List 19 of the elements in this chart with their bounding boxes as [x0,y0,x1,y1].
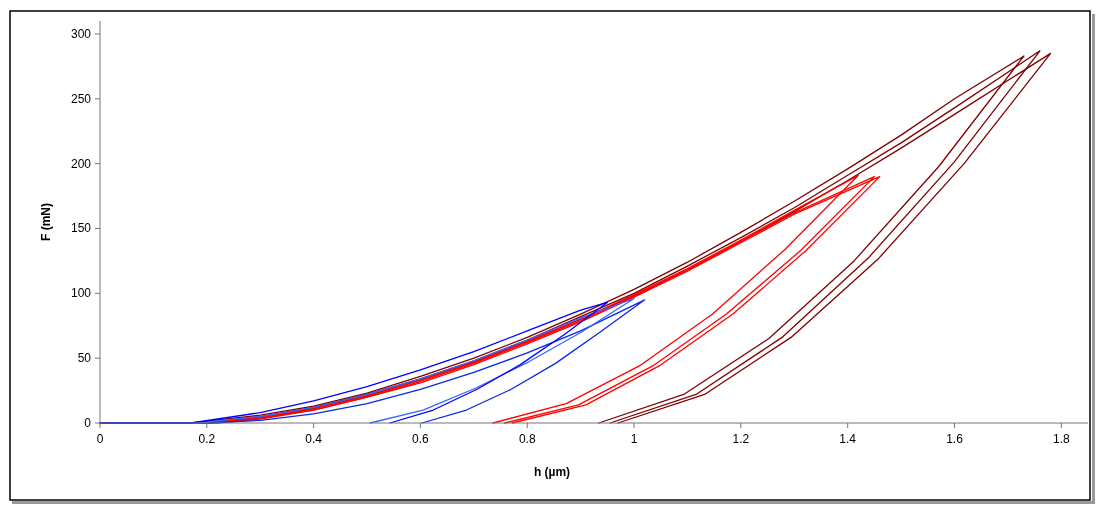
x-tick-label: 1.8 [1052,432,1070,446]
x-tick-label: 0.8 [518,432,536,446]
y-tick-label: 250 [70,91,92,106]
x-axis-title: h (µm) [533,465,571,479]
y-tick-label: 50 [77,351,92,366]
x-tick-label: 1.2 [732,432,750,446]
y-tick-label: 150 [70,221,92,236]
x-tick-label: 1 [630,432,638,446]
x-tick-label: 0.4 [305,432,323,446]
y-tick-label: 0 [84,416,92,430]
y-tick-label: 100 [70,286,92,301]
x-tick-label: 0.2 [198,432,216,446]
x-tick-label: 1.4 [839,432,857,446]
y-tick-label: 200 [70,156,92,171]
y-tick-label: 300 [70,26,92,41]
y-axis-title: F (mN) [39,203,53,241]
x-tick-label: 1.6 [946,432,964,446]
x-tick-label: 0.6 [412,432,430,446]
x-tick-label: 0 [96,432,104,446]
